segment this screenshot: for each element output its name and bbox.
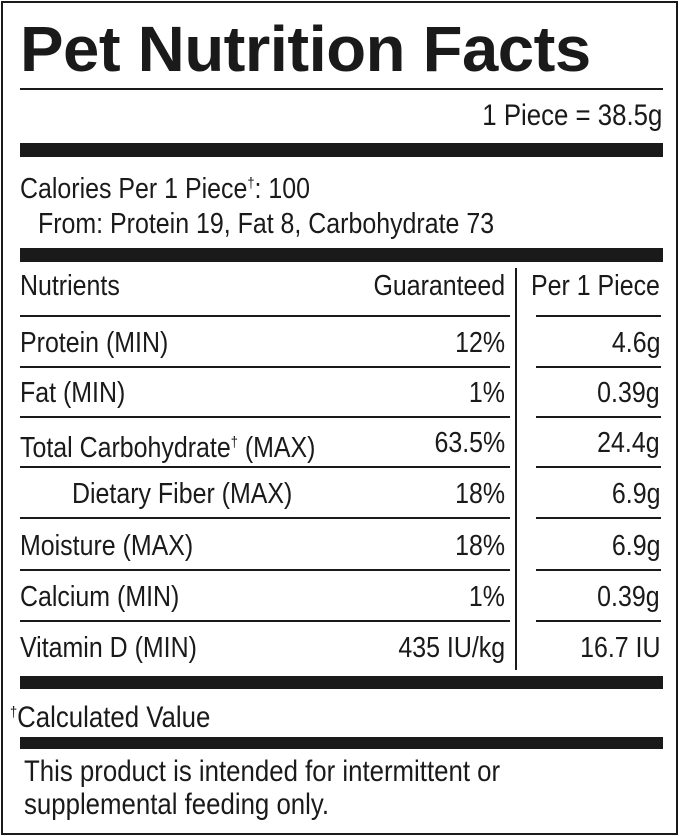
guaranteed-value: 12% [447,327,505,359]
header-guaranteed: Guaranteed [352,270,505,302]
disclaimer-text: This product is intended for intermitten… [24,755,501,788]
nutrient-name-text: Total Carbohydrate [20,432,231,464]
guaranteed-value-text: 18% [455,530,505,562]
row-divider [536,620,661,622]
header-nutrients-text: Nutrients [20,270,120,302]
calories-from-text: From: Protein 19, Fat 8, Carbohydrate 73 [38,208,495,240]
per-piece-value-text: 6.9g [611,478,660,510]
table-row-name: Moisture (MAX) [20,530,221,562]
disclaimer-line-2: supplemental feeding only. [24,789,379,821]
per-piece-value: 0.39g [587,377,660,409]
guaranteed-value-text: 1% [468,377,505,409]
per-piece-value: 0.39g [587,581,660,613]
row-divider [536,416,661,418]
per-piece-value: 16.7 IU [567,632,660,664]
nutrient-name-text: Calcium (MIN) [20,581,180,613]
footnote-text: Calculated Value [17,701,211,734]
serving-size: 1 Piece = 38.5g [453,100,662,132]
row-divider [20,517,510,519]
dagger: † [247,175,255,192]
row-divider [536,466,661,468]
label-title: Pet Nutrition Facts [20,13,591,85]
guaranteed-value: 1% [463,377,505,409]
row-divider [536,315,661,317]
per-piece-value: 24.4g [587,427,660,459]
per-piece-value-text: 24.4g [597,427,660,459]
table-row-name: Dietary Fiber (MAX) [72,478,328,510]
table-row-name: Protein (MIN) [20,327,192,359]
per-piece-value-text: 0.39g [597,581,660,613]
nutrient-name-text: Total Carbohydrate† (MAX) [20,427,315,464]
thick-divider [20,248,663,262]
guaranteed-value: 1% [463,581,505,613]
guaranteed-value: 63.5% [423,427,505,459]
header-guaranteed-text: Guaranteed [373,270,505,302]
nutrient-name-text: Vitamin D (MIN) [20,632,197,664]
table-row-name: Fat (MIN) [20,377,142,409]
row-divider [20,466,510,468]
guaranteed-value-text: 18% [455,478,505,510]
guaranteed-value: 435 IU/kg [381,632,505,664]
thick-divider [20,143,663,157]
per-piece-value: 4.6g [604,327,660,359]
dagger: † [10,704,18,721]
guaranteed-value-text: 1% [468,581,505,613]
row-divider [536,569,661,571]
row-divider [20,366,510,368]
disclaimer-text: supplemental feeding only. [24,788,330,821]
row-divider [536,517,661,519]
calories-from: From: Protein 19, Fat 8, Carbohydrate 73 [38,208,568,240]
guaranteed-value-text: 63.5% [434,427,505,459]
table-row-name: Vitamin D (MIN) [20,632,226,664]
row-divider [20,620,510,622]
row-divider [20,416,510,418]
footnote: †Calculated Value [10,697,243,734]
column-divider [515,268,517,670]
header-per-piece: Per 1 Piece [510,270,660,302]
nutrient-name-text: Protein (MIN) [20,327,169,359]
per-piece-value: 6.9g [604,530,660,562]
nutrient-name-text: Moisture (MAX) [20,530,194,562]
divider [20,88,663,90]
guaranteed-value: 18% [447,478,505,510]
disclaimer-line-1: This product is intended for intermitten… [24,756,578,788]
table-row-name: Calcium (MIN) [20,581,205,613]
thick-divider [20,737,663,749]
row-divider [20,569,510,571]
calories-line: Calories Per 1 Piece†: 100 [20,168,357,205]
guaranteed-value: 18% [447,530,505,562]
per-piece-value-text: 6.9g [611,530,660,562]
serving-size-text: 1 Piece = 38.5g [481,99,662,132]
per-piece-value-text: 4.6g [611,327,660,359]
per-piece-value: 6.9g [604,478,660,510]
header-nutrients: Nutrients [20,270,136,302]
guaranteed-value-text: 435 IU/kg [398,632,505,664]
table-row-name: Total Carbohydrate† (MAX) [20,427,364,464]
row-divider [20,315,510,317]
header-per-piece-text: Per 1 Piece [531,270,660,302]
nutrient-name-text: Dietary Fiber (MAX) [72,478,293,510]
thick-divider [20,676,663,689]
nutrient-name-text: Fat (MIN) [20,377,126,409]
calories-value: : 100 [254,173,310,205]
calories-label: Calories Per 1 Piece [20,173,248,205]
per-piece-value-text: 16.7 IU [579,632,660,664]
nutrient-qualifier: (MAX) [237,432,316,464]
dagger: † [230,434,238,451]
guaranteed-value-text: 12% [455,327,505,359]
row-divider [536,366,661,368]
per-piece-value-text: 0.39g [597,377,660,409]
